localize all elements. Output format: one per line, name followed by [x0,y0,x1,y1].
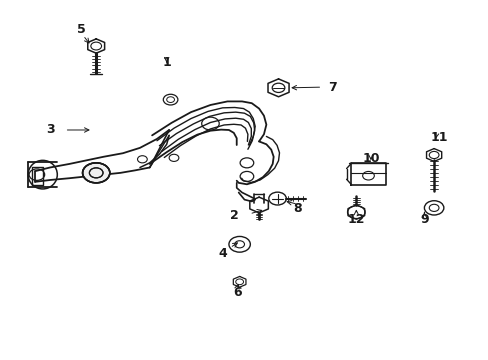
Text: 7: 7 [327,81,336,94]
Text: 1: 1 [162,55,171,69]
Text: 6: 6 [232,286,241,299]
Text: 3: 3 [45,123,54,136]
Text: 2: 2 [230,209,239,222]
Text: 4: 4 [218,247,226,260]
Text: 11: 11 [429,131,447,144]
Text: 10: 10 [362,152,379,165]
Text: 12: 12 [347,213,365,226]
Text: 5: 5 [77,23,86,36]
Text: 8: 8 [293,202,302,215]
Text: 9: 9 [419,213,428,226]
Circle shape [82,163,110,183]
